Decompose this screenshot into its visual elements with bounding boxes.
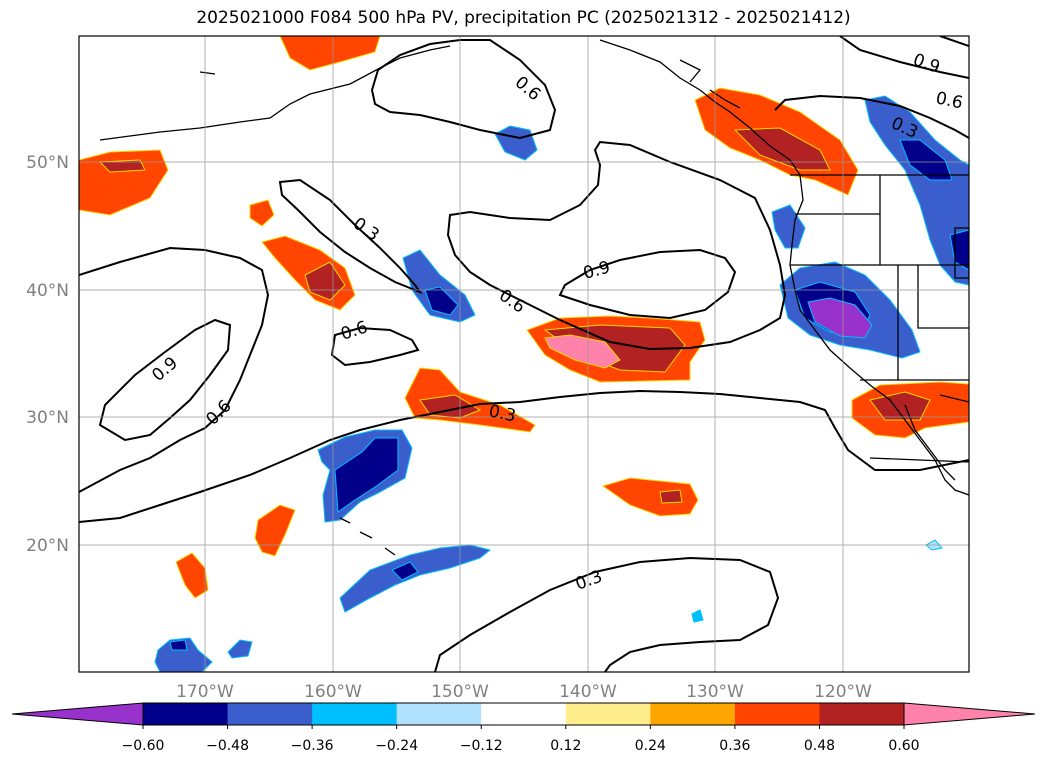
lon-label: 150°W	[431, 682, 489, 702]
colorbar-segment	[650, 703, 736, 725]
colorbar-frame	[142, 702, 905, 726]
colorbar-tick-label: −0.36	[291, 738, 334, 754]
precip-positive-areas	[79, 36, 969, 599]
graticule	[79, 36, 969, 672]
lon-label: 130°W	[686, 682, 744, 702]
colorbar-tick-label: 0.60	[888, 738, 919, 754]
precip-negative-areas	[154, 95, 969, 672]
map-panel: 0.9 0.6 0.3 0.6 0.3 0.9 0.6 0.6 0.9 0.6 …	[79, 36, 969, 672]
colorbar: −0.60 −0.48 −0.36 −0.24 −0.12 0.12 0.24 0.36 0.4…	[11, 702, 1036, 754]
lon-label: 140°W	[559, 682, 617, 702]
map-frame	[78, 35, 970, 673]
lat-label: 30°N	[26, 408, 69, 428]
colorbar-tick-label: −0.12	[460, 738, 503, 754]
colorbar-segment	[481, 703, 567, 725]
colorbar-tick-label: −0.24	[375, 738, 418, 754]
colorbar-segment	[734, 703, 820, 725]
colorbar-segment	[227, 703, 313, 725]
map-title: 2025021000 F084 500 hPa PV, precipitatio…	[196, 8, 851, 28]
lon-label: 120°W	[814, 682, 872, 702]
colorbar-segment	[143, 703, 229, 725]
colorbar-tick-label: 0.12	[550, 738, 581, 754]
pv-contours	[79, 36, 969, 672]
colorbar-tick-label: 0.48	[804, 738, 835, 754]
longitude-labels: 170°W 160°W 150°W 140°W 130°W 120°W	[176, 682, 872, 702]
lon-label: 160°W	[304, 682, 362, 702]
colorbar-tick-label: −0.60	[122, 738, 165, 754]
colorbar-segment	[819, 703, 905, 725]
colorbar-extend-max	[903, 702, 1036, 726]
lat-label: 40°N	[26, 281, 69, 301]
colorbar-extend-min	[11, 702, 144, 726]
lat-label: 50°N	[26, 153, 69, 173]
colorbar-tick-label: 0.24	[635, 738, 666, 754]
latitude-labels: 50°N 40°N 30°N 20°N	[26, 153, 69, 556]
colorbar-segment	[312, 703, 398, 725]
colorbar-segment	[565, 703, 651, 725]
colorbar-tick-label: 0.36	[719, 738, 750, 754]
lon-label: 170°W	[176, 682, 234, 702]
colorbar-tick-label: −0.48	[206, 738, 249, 754]
colorbar-segment	[396, 703, 482, 725]
lat-label: 20°N	[26, 536, 69, 556]
